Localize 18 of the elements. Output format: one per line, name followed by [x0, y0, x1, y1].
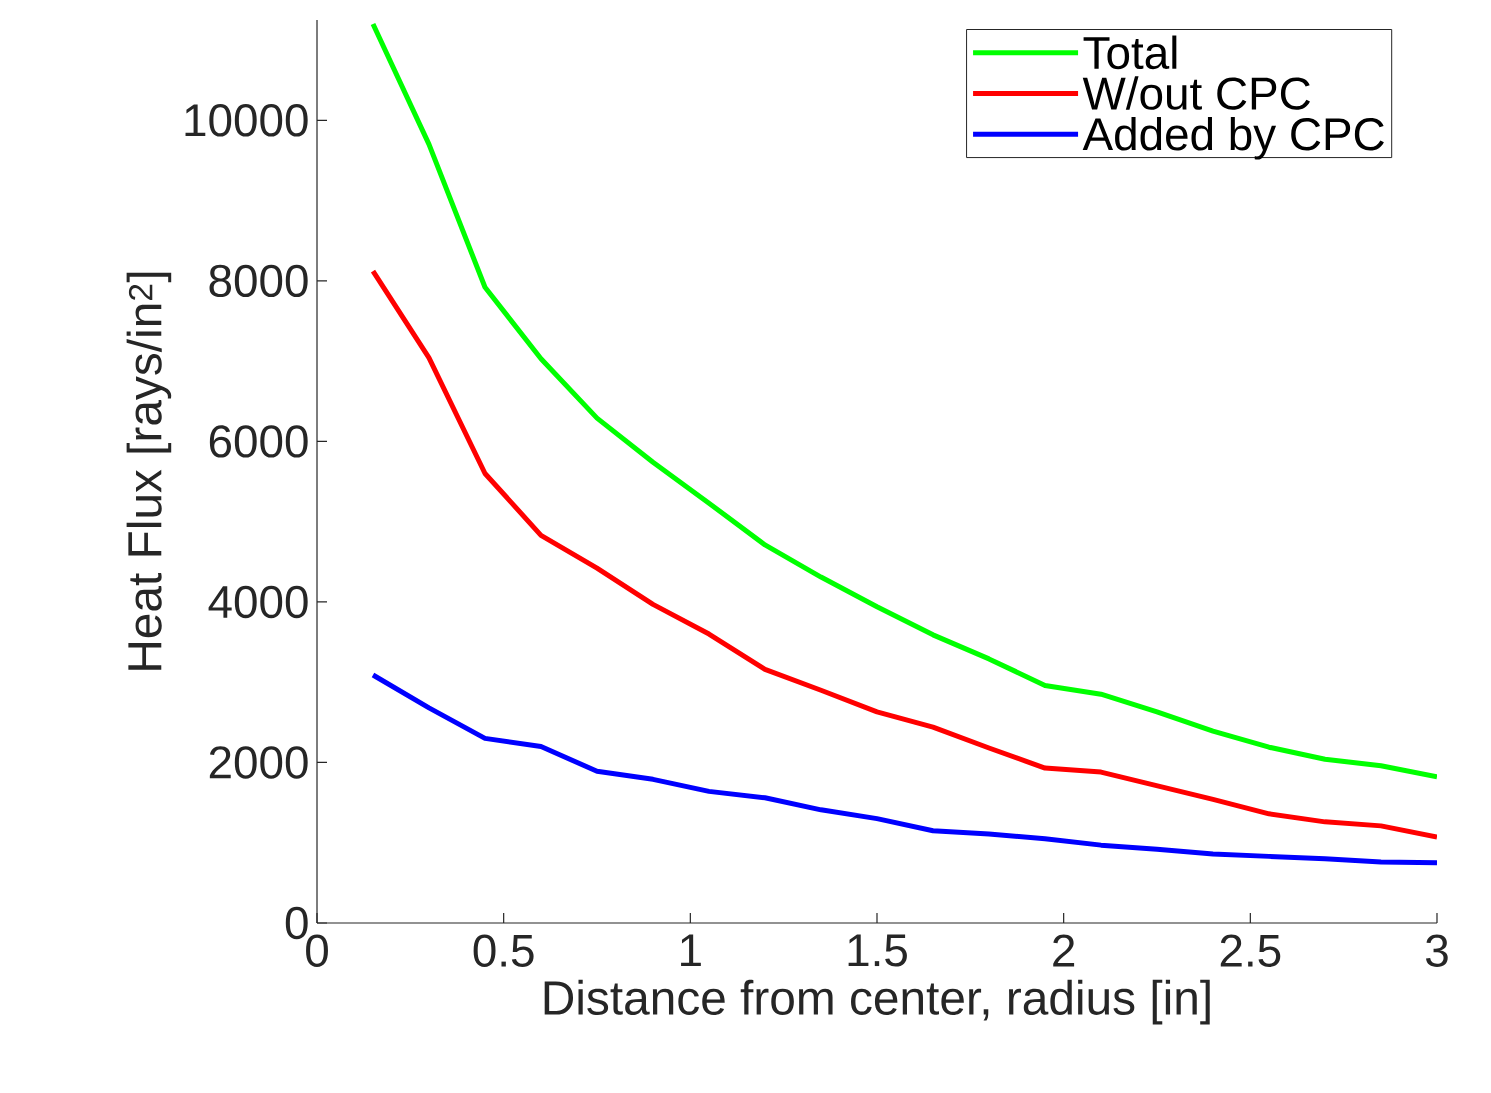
y-tick-label: 10000	[185, 104, 308, 137]
y-tick-label: 6000	[209, 425, 308, 458]
x-tick-label: 2.5	[1220, 934, 1281, 967]
legend-label: Total	[1083, 35, 1177, 70]
y-tick-label: 0	[285, 906, 308, 940]
x-tick-label: 0.5	[473, 934, 534, 967]
y-tick-label: 2000	[209, 746, 308, 779]
x-axis-title: Distance from center, radius [in]	[544, 979, 1210, 1025]
y-tick-label: 8000	[209, 264, 308, 298]
x-tick-label: 2	[1053, 934, 1075, 967]
x-tick-label: 0	[306, 934, 328, 967]
legend-label: W/out CPC	[1082, 76, 1310, 110]
legend-label: Added by CPC	[1082, 116, 1384, 160]
y-tick-label: 4000	[208, 585, 308, 619]
x-tick-label: 1	[681, 934, 701, 967]
x-tick-label: 1.5	[848, 934, 907, 967]
x-tick-label: 3	[1426, 934, 1448, 967]
y-axis-title: Heat Flux [rays/in$^{2}$]	[126, 272, 172, 670]
